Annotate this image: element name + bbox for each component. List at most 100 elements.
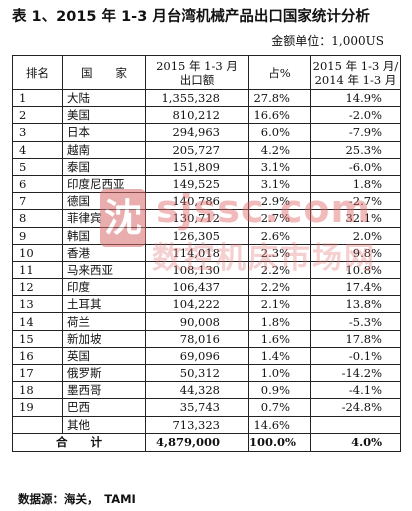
table-row: 5 泰国 151,809 3.1% -6.0% bbox=[12, 157, 401, 176]
cell-amount: 50,312 bbox=[145, 363, 249, 383]
table-row: 10 香港 114,018 2.3% 9.8% bbox=[12, 243, 401, 262]
cell-share: 0.9% bbox=[248, 381, 311, 400]
cell-amount: 69,096 bbox=[145, 346, 249, 366]
table-row: 18 墨西哥 44,328 0.9% -4.1% bbox=[12, 381, 401, 400]
cell-country: 美国 bbox=[62, 106, 146, 125]
cell-country: 菲律宾 bbox=[62, 209, 146, 228]
table-row: 其他 713,323 14.6% bbox=[12, 415, 401, 434]
cell-country: 香港 bbox=[62, 243, 146, 262]
table-row: 3 日本 294,963 6.0% -7.9% bbox=[12, 123, 401, 142]
header-share: 占% bbox=[248, 55, 311, 90]
cell-amount: 294,963 bbox=[145, 123, 249, 142]
cell-rank: 14 bbox=[12, 312, 63, 331]
cell-yoy: -4.1% bbox=[310, 381, 401, 400]
cell-share: 4.2% bbox=[248, 140, 311, 159]
table-row: 8 菲律宾 130,712 2.7% 32.1% bbox=[12, 209, 401, 228]
cell-amount: 151,809 bbox=[145, 157, 249, 176]
cell-share: 0.7% bbox=[248, 398, 311, 417]
cell-country: 墨西哥 bbox=[62, 381, 146, 400]
cell-share: 1.4% bbox=[248, 346, 311, 366]
cell-amount: 108,130 bbox=[145, 260, 249, 280]
cell-share: 2.3% bbox=[248, 243, 311, 262]
cell-rank: 17 bbox=[12, 363, 63, 383]
cell-country: 荷兰 bbox=[62, 312, 146, 331]
cell-country: 土耳其 bbox=[62, 295, 146, 314]
table-row: 4 越南 205,727 4.2% 25.3% bbox=[12, 140, 401, 159]
table-row: 11 马来西亚 108,130 2.2% 10.8% bbox=[12, 260, 401, 280]
table-row: 16 英国 69,096 1.4% -0.1% bbox=[12, 346, 401, 366]
table-row: 6 印度尼西亚 149,525 3.1% 1.8% bbox=[12, 174, 401, 194]
cell-amount: 90,008 bbox=[145, 312, 249, 331]
cell-country: 英国 bbox=[62, 346, 146, 366]
cell-country: 巴西 bbox=[62, 398, 146, 417]
cell-amount: 106,437 bbox=[145, 278, 249, 297]
header-country: 国 家 bbox=[62, 55, 146, 90]
cell-yoy bbox=[310, 415, 401, 434]
table-row: 1 大陆 1,355,328 27.8% 14.9% bbox=[12, 88, 401, 108]
cell-yoy: 17.8% bbox=[310, 329, 401, 348]
cell-country: 泰国 bbox=[62, 157, 146, 176]
table-row: 17 俄罗斯 50,312 1.0% -14.2% bbox=[12, 363, 401, 383]
cell-rank: 13 bbox=[12, 295, 63, 314]
cell-country: 新加坡 bbox=[62, 329, 146, 348]
cell-share: 2.7% bbox=[248, 209, 311, 228]
cell-rank: 15 bbox=[12, 329, 63, 348]
cell-share: 2.1% bbox=[248, 295, 311, 314]
cell-amount: 104,222 bbox=[145, 295, 249, 314]
cell-amount: 810,212 bbox=[145, 106, 249, 125]
table-body: 1 大陆 1,355,328 27.8% 14.9% 2 美国 810,212 16.6% -2.… bbox=[12, 88, 401, 452]
source-note: 数据源：海关， TAMI bbox=[18, 492, 136, 506]
table-row: 13 土耳其 104,222 2.1% 13.8% bbox=[12, 295, 401, 314]
cell-rank: 2 bbox=[12, 106, 63, 125]
cell-rank: 4 bbox=[12, 140, 63, 159]
cell-rank: 5 bbox=[12, 157, 63, 176]
header-amount: 2015 年 1-3 月 出口额 bbox=[145, 55, 249, 90]
cell-yoy: -0.1% bbox=[310, 346, 401, 366]
cell-yoy: 32.1% bbox=[310, 209, 401, 228]
cell-amount: 126,305 bbox=[145, 226, 249, 245]
cell-amount: 140,786 bbox=[145, 192, 249, 211]
cell-rank: 19 bbox=[12, 398, 63, 417]
cell-share: 1.6% bbox=[248, 329, 311, 348]
cell-rank: 10 bbox=[12, 243, 63, 262]
table-row: 7 德国 140,786 2.9% -2.7% bbox=[12, 192, 401, 211]
cell-rank bbox=[12, 415, 63, 434]
cell-share: 2.2% bbox=[248, 260, 311, 280]
cell-rank: 16 bbox=[12, 346, 63, 366]
cell-share: 16.6% bbox=[248, 106, 311, 125]
cell-amount: 205,727 bbox=[145, 140, 249, 159]
total-share: 100.0% bbox=[248, 432, 311, 452]
cell-share: 3.1% bbox=[248, 174, 311, 194]
cell-yoy: 13.8% bbox=[310, 295, 401, 314]
cell-yoy: -6.0% bbox=[310, 157, 401, 176]
cell-amount: 78,016 bbox=[145, 329, 249, 348]
cell-yoy: -2.7% bbox=[310, 192, 401, 211]
cell-country: 马来西亚 bbox=[62, 260, 146, 280]
cell-amount: 149,525 bbox=[145, 174, 249, 194]
cell-share: 2.2% bbox=[248, 278, 311, 297]
cell-yoy: 1.8% bbox=[310, 174, 401, 194]
cell-rank: 7 bbox=[12, 192, 63, 211]
cell-share: 3.1% bbox=[248, 157, 311, 176]
table-row: 2 美国 810,212 16.6% -2.0% bbox=[12, 106, 401, 125]
cell-share: 6.0% bbox=[248, 123, 311, 142]
cell-amount: 35,743 bbox=[145, 398, 249, 417]
total-row: 合 计 4,879,000 100.0% 4.0% bbox=[12, 432, 401, 452]
cell-rank: 11 bbox=[12, 260, 63, 280]
cell-yoy: 2.0% bbox=[310, 226, 401, 245]
cell-country: 德国 bbox=[62, 192, 146, 211]
cell-amount: 114,018 bbox=[145, 243, 249, 262]
cell-rank: 8 bbox=[12, 209, 63, 228]
cell-share: 1.8% bbox=[248, 312, 311, 331]
table-title: 表 1、2015 年 1-3 月台湾机械产品出口国家统计分析 bbox=[12, 9, 370, 25]
table-header-row: 排名 国 家 2015 年 1-3 月 出口额 占% 2015 年 1-3 月/… bbox=[12, 55, 401, 90]
cell-amount: 1,355,328 bbox=[145, 88, 249, 108]
cell-rank: 6 bbox=[12, 174, 63, 194]
header-yoy: 2015 年 1-3 月/ 2014 年 1-3 月 bbox=[310, 55, 401, 90]
table-row: 9 韩国 126,305 2.6% 2.0% bbox=[12, 226, 401, 245]
cell-country: 大陆 bbox=[62, 88, 146, 108]
cell-rank: 1 bbox=[12, 88, 63, 108]
export-stat-table: 排名 国 家 2015 年 1-3 月 出口额 占% 2015 年 1-3 月/… bbox=[12, 55, 401, 452]
cell-yoy: 9.8% bbox=[310, 243, 401, 262]
cell-rank: 12 bbox=[12, 278, 63, 297]
